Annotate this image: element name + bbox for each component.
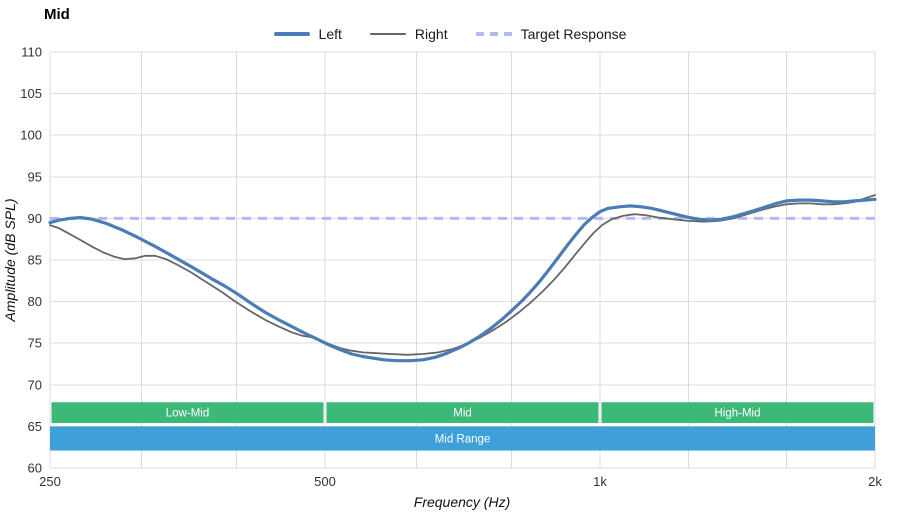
band-label: Low-Mid — [166, 408, 209, 420]
y-tick-label: 80 — [28, 294, 42, 309]
legend-item-right[interactable]: Right — [369, 26, 448, 42]
range-band-mid — [326, 402, 599, 424]
y-tick-label: 65 — [28, 419, 42, 434]
range-band-mid-range — [50, 426, 875, 451]
y-tick-label: 85 — [28, 253, 42, 268]
x-tick-label: 250 — [39, 474, 61, 489]
band-label: High-Mid — [714, 408, 760, 420]
band-label: Mid Range — [435, 433, 491, 445]
y-tick-label: 100 — [20, 128, 42, 143]
legend-item-target-response[interactable]: Target Response — [475, 26, 627, 42]
x-tick-label: 2k — [868, 474, 882, 489]
x-axis-title: Frequency (Hz) — [414, 494, 510, 510]
page-title: Mid — [44, 6, 70, 23]
right-curve — [49, 194, 876, 356]
y-axis-title: Amplitude (dB SPL) — [2, 199, 18, 323]
legend-label-left: Left — [318, 26, 342, 42]
range-band-low-mid — [51, 402, 324, 424]
y-tick-label: 95 — [28, 169, 42, 184]
y-tick-label: 105 — [20, 86, 42, 101]
left-curve — [48, 197, 877, 363]
legend: Left Right Target Response — [0, 26, 900, 42]
left-line-swatch — [273, 32, 310, 36]
x-tick-label: 1k — [593, 474, 607, 489]
legend-label-target-response: Target Response — [520, 26, 627, 42]
range-band-high-mid — [601, 402, 874, 424]
y-tick-label: 110 — [21, 45, 42, 60]
right-line-swatch — [369, 33, 406, 35]
legend-label-right: Right — [414, 26, 448, 42]
y-tick-label: 90 — [28, 211, 42, 226]
x-tick-label: 500 — [314, 474, 336, 489]
y-tick-label: 60 — [28, 461, 42, 476]
target-response-line-swatch — [475, 32, 512, 36]
y-tick-label: 70 — [28, 377, 42, 392]
y-tick-label: 75 — [28, 336, 42, 351]
band-label: Mid — [453, 408, 472, 420]
legend-item-left[interactable]: Left — [273, 26, 342, 42]
